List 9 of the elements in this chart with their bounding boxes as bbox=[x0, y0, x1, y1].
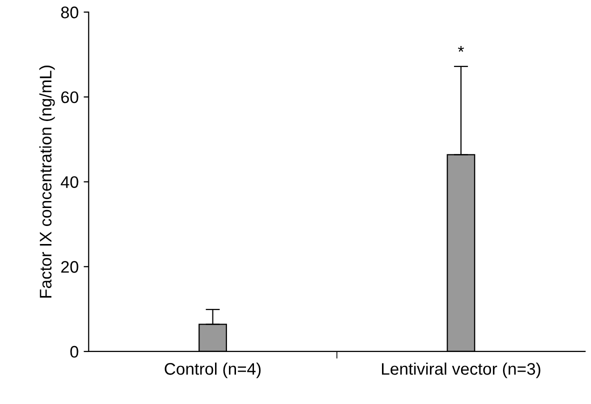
y-tick-label: 80 bbox=[61, 6, 78, 18]
annotation: * bbox=[458, 46, 464, 52]
y-tick-label: 0 bbox=[70, 346, 78, 358]
y-tick-label: 60 bbox=[61, 91, 78, 104]
y-tick-label: 20 bbox=[61, 261, 78, 273]
x-tick-label: Lentiviral vector (n=3) bbox=[382, 362, 540, 378]
y-axis-title: Factor IX concentration (ng/mL) bbox=[39, 66, 55, 298]
y-tick-label: 40 bbox=[60, 176, 78, 188]
x-tick-label: Control (n=4) bbox=[164, 362, 261, 378]
